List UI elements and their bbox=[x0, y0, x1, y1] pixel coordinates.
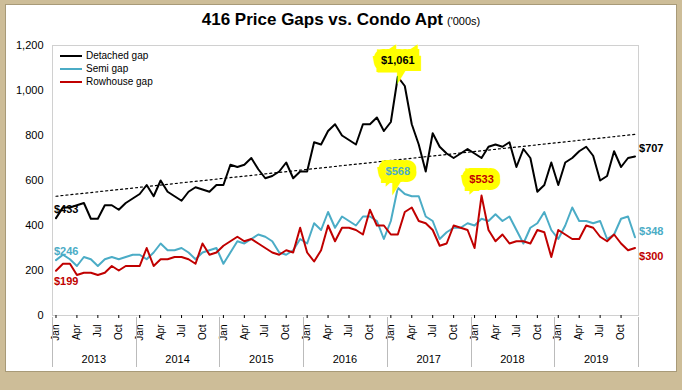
svg-text:Apr: Apr bbox=[406, 324, 417, 340]
svg-text:Apr: Apr bbox=[71, 324, 82, 340]
svg-text:Jan: Jan bbox=[217, 324, 229, 341]
html-text:2019: 2019 bbox=[583, 353, 609, 365]
svg-text:Jul: Jul bbox=[343, 325, 354, 338]
svg-text:1,000: 1,000 bbox=[16, 84, 44, 96]
svg-text:Jan: Jan bbox=[301, 324, 313, 341]
svg-text:$246: $246 bbox=[54, 245, 78, 257]
svg-text:$533: $533 bbox=[469, 173, 493, 185]
html-text:2014: 2014 bbox=[165, 353, 190, 365]
svg-text:0: 0 bbox=[37, 309, 43, 321]
svg-text:Oct: Oct bbox=[615, 324, 626, 340]
svg-text:Oct: Oct bbox=[113, 324, 124, 340]
svg-text:$568: $568 bbox=[386, 165, 410, 177]
svg-text:Jul: Jul bbox=[92, 325, 103, 338]
svg-text:400: 400 bbox=[25, 219, 43, 231]
html-text:416 Price Gaps vs. Condo Apt (: 416 Price Gaps vs. Condo Apt ('000s) bbox=[201, 10, 481, 29]
svg-text:Jul: Jul bbox=[511, 325, 522, 338]
svg-text:Oct: Oct bbox=[197, 324, 208, 340]
svg-text:1,200: 1,200 bbox=[16, 39, 44, 51]
svg-text:Oct: Oct bbox=[532, 324, 543, 340]
svg-text:Jan: Jan bbox=[133, 324, 145, 341]
svg-text:$533: $533 bbox=[469, 173, 493, 185]
svg-text:Jul: Jul bbox=[594, 325, 605, 338]
svg-text:$1,061: $1,061 bbox=[381, 54, 415, 66]
svg-text:$707: $707 bbox=[639, 142, 663, 154]
svg-text:Jul: Jul bbox=[259, 325, 270, 338]
html-text:Detached gap: Detached gap bbox=[86, 50, 149, 61]
svg-text:Jan: Jan bbox=[50, 324, 62, 341]
html-text:2015: 2015 bbox=[249, 353, 274, 365]
html-text:Semi gap: Semi gap bbox=[86, 63, 129, 74]
html-text:2013: 2013 bbox=[81, 353, 107, 365]
svg-text:Jul: Jul bbox=[176, 325, 187, 338]
svg-text:Jan: Jan bbox=[468, 324, 480, 341]
svg-text:$433: $433 bbox=[54, 203, 78, 215]
svg-text:Oct: Oct bbox=[448, 324, 459, 340]
svg-text:Jan: Jan bbox=[552, 324, 564, 341]
html-text:2018: 2018 bbox=[500, 353, 525, 365]
svg-text:Apr: Apr bbox=[573, 324, 584, 340]
svg-text:600: 600 bbox=[25, 174, 43, 186]
svg-text:Apr: Apr bbox=[239, 324, 250, 340]
svg-text:800: 800 bbox=[25, 129, 43, 141]
svg-text:Jul: Jul bbox=[427, 325, 438, 338]
html-text:Rowhouse gap: Rowhouse gap bbox=[86, 76, 153, 87]
svg-text:$568: $568 bbox=[386, 165, 410, 177]
svg-text:$1,061: $1,061 bbox=[381, 54, 415, 66]
html-text:2016: 2016 bbox=[332, 353, 358, 365]
svg-text:Oct: Oct bbox=[280, 324, 291, 340]
svg-text:200: 200 bbox=[25, 264, 43, 276]
svg-text:$300: $300 bbox=[639, 250, 663, 262]
svg-text:Apr: Apr bbox=[490, 324, 501, 340]
svg-text:Jan: Jan bbox=[385, 324, 396, 341]
svg-text:Apr: Apr bbox=[155, 324, 166, 340]
html-text:2017: 2017 bbox=[416, 353, 441, 365]
svg-text:$199: $199 bbox=[54, 275, 78, 287]
svg-text:$348: $348 bbox=[639, 225, 663, 237]
svg-text:Apr: Apr bbox=[322, 324, 333, 340]
svg-text:Oct: Oct bbox=[364, 324, 375, 340]
